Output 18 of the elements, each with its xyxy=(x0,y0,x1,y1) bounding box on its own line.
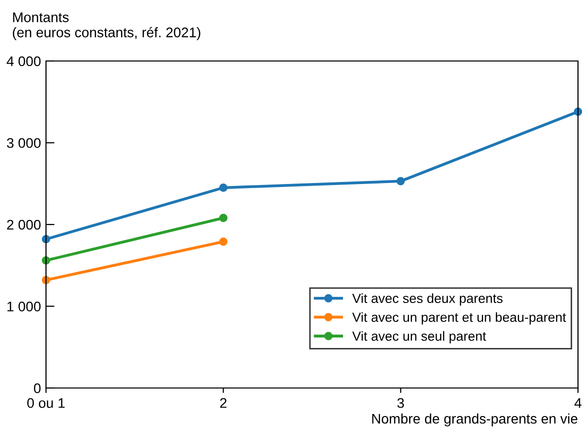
y-tick-label: 0 xyxy=(34,383,41,394)
x-tick-label: 3 xyxy=(397,398,404,408)
legend-label: Vit avec un seul parent xyxy=(352,331,486,344)
legend-label: Vit avec ses deux parents xyxy=(352,293,503,306)
x-tick-label: 2 xyxy=(220,398,226,408)
x-axis-title: Nombre de grands-parents en vie xyxy=(372,413,578,426)
x-tick-label: 0 ou 1 xyxy=(27,398,65,408)
point xyxy=(396,177,405,186)
y-tick-label: 1 000 xyxy=(7,302,41,312)
y-axis-title: Montants (en euros constants, réf. 2021) xyxy=(12,12,200,40)
point xyxy=(219,214,228,222)
y-tick-label: 4 000 xyxy=(6,56,41,66)
point xyxy=(219,184,228,192)
point xyxy=(219,238,228,246)
x-tick-label: 4 xyxy=(574,398,582,408)
legend-label: Vit avec un parent et un beau-parent xyxy=(352,312,566,325)
y-tick-label: 2 000 xyxy=(7,220,41,230)
y-tick-label: 3 000 xyxy=(6,138,41,148)
